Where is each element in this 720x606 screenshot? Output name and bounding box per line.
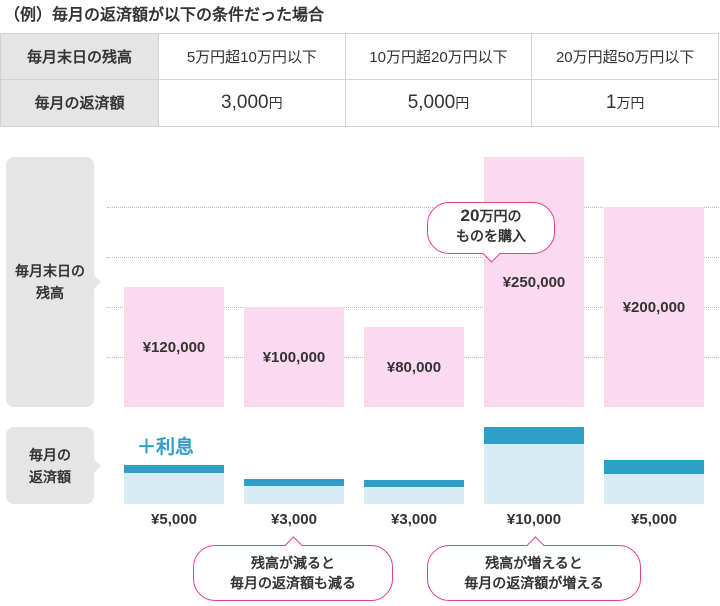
payment-value: ¥10,000 <box>506 511 562 528</box>
balance-bar: ¥80,000 <box>364 327 464 407</box>
callout-tail <box>526 536 545 555</box>
payment-row-label: 毎月の 返済額 <box>6 427 101 504</box>
interest-cap <box>604 460 704 474</box>
row-header-payment: 毎月の返済額 <box>0 78 159 128</box>
payment-bar <box>244 479 344 504</box>
balance-bar: ¥250,000 <box>484 157 584 407</box>
range-cell: 10万円超20万円以下 <box>344 33 533 80</box>
amount-cell: 5,000円 <box>344 78 533 128</box>
decrease-callout: 残高が減ると 毎月の返済額も減る <box>193 536 393 601</box>
callout-tail <box>284 536 303 555</box>
payment-label-line1: 毎月の <box>29 446 71 463</box>
callout-line1: 残高が減ると <box>251 555 335 571</box>
callout-line2: 毎月の返済額が増える <box>464 575 604 591</box>
payment-bar <box>364 480 464 504</box>
amount-value: 3,000 <box>221 91 269 113</box>
interest-cap <box>484 427 584 444</box>
increase-callout: 残高が増えると 毎月の返済額が増える <box>427 536 641 601</box>
payment-value: ¥3,000 <box>391 511 437 528</box>
callout-line2: ものを購入 <box>456 228 526 244</box>
balance-bar: ¥120,000 <box>124 287 224 407</box>
callout-line2: 毎月の返済額も減る <box>230 575 356 591</box>
callout-number: 20 <box>460 206 480 225</box>
interest-cap <box>124 465 224 473</box>
grid-line <box>107 307 719 308</box>
balance-bar: ¥200,000 <box>604 207 704 407</box>
payment-value: ¥5,000 <box>151 511 197 528</box>
row-header-balance: 毎月末日の残高 <box>0 33 159 80</box>
balance-label-line2: 残高 <box>36 285 64 301</box>
payment-bar <box>484 427 584 504</box>
balance-row-label: 毎月末日の 残高 <box>6 157 101 407</box>
arrow-icon <box>94 275 101 289</box>
amount-unit: 万円 <box>616 94 645 111</box>
payment-value: ¥5,000 <box>631 511 677 528</box>
payment-bar <box>604 460 704 504</box>
grid-line <box>107 207 719 208</box>
arrow-icon <box>94 458 101 473</box>
payment-bar <box>124 465 224 504</box>
callout-text: 万円の <box>479 208 522 224</box>
range-cell: 20万円超50万円以下 <box>531 33 719 80</box>
page-title: （例）毎月の返済額が以下の条件だった場合 <box>4 7 325 24</box>
interest-label: ＋利息 <box>137 437 195 458</box>
payment-value: ¥3,000 <box>271 511 317 528</box>
amount-unit: 円 <box>455 94 470 111</box>
grid-line <box>107 257 719 258</box>
callout-line1: 残高が増えると <box>485 555 583 571</box>
interest-cap <box>244 479 344 486</box>
interest-cap <box>364 480 464 487</box>
range-cell: 5万円超10万円以下 <box>158 33 346 80</box>
table-row: 毎月末日の残高 5万円超10万円以下 10万円超20万円以下 20万円超50万円… <box>0 33 719 80</box>
condition-table: 毎月末日の残高 5万円超10万円以下 10万円超20万円以下 20万円超50万円… <box>0 33 719 128</box>
amount-cell: 1万円 <box>531 78 719 128</box>
payment-label-line2: 返済額 <box>29 468 71 485</box>
amount-value: 5,000 <box>407 91 456 113</box>
table-row: 毎月の返済額 3,000円 5,000円 1万円 <box>0 78 719 128</box>
balance-bar: ¥100,000 <box>244 307 344 407</box>
amount-cell: 3,000円 <box>158 78 346 128</box>
balance-label-line1: 毎月末日の <box>15 263 85 279</box>
amount-unit: 円 <box>268 94 283 111</box>
purchase-callout: 20万円の ものを購入 <box>427 202 555 263</box>
amount-value: 1 <box>605 91 617 113</box>
callout-line1: 20万円の <box>428 206 554 226</box>
